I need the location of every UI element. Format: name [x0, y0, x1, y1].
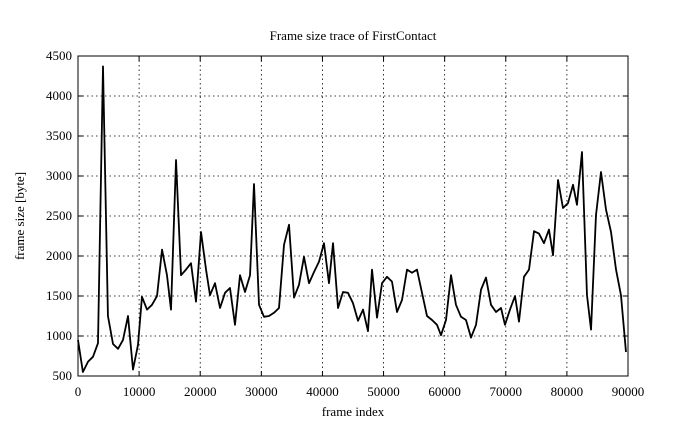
x-tick-label: 50000 [367, 384, 400, 399]
y-tick-label: 2000 [46, 248, 72, 263]
y-tick-label: 4500 [46, 48, 72, 63]
x-tick-label: 60000 [428, 384, 461, 399]
x-axis-label: frame index [322, 404, 385, 419]
y-tick-label: 500 [53, 368, 73, 383]
x-tick-label: 70000 [490, 384, 523, 399]
x-tick-label: 90000 [612, 384, 645, 399]
x-tick-label: 40000 [306, 384, 339, 399]
y-tick-label: 2500 [46, 208, 72, 223]
x-tick-label: 80000 [551, 384, 584, 399]
x-tick-label: 20000 [184, 384, 217, 399]
x-tick-label: 0 [75, 384, 82, 399]
y-axis-label: frame size [byte] [12, 172, 27, 260]
chart-title: Frame size trace of FirstContact [270, 28, 437, 43]
x-tick-label: 30000 [245, 384, 278, 399]
y-tick-label: 4000 [46, 88, 72, 103]
y-tick-label: 3000 [46, 168, 72, 183]
data-line [77, 65, 627, 373]
y-tick-label: 3500 [46, 128, 72, 143]
y-tick-label: 1500 [46, 288, 72, 303]
y-tick-label: 1000 [46, 328, 72, 343]
x-tick-label: 10000 [123, 384, 156, 399]
